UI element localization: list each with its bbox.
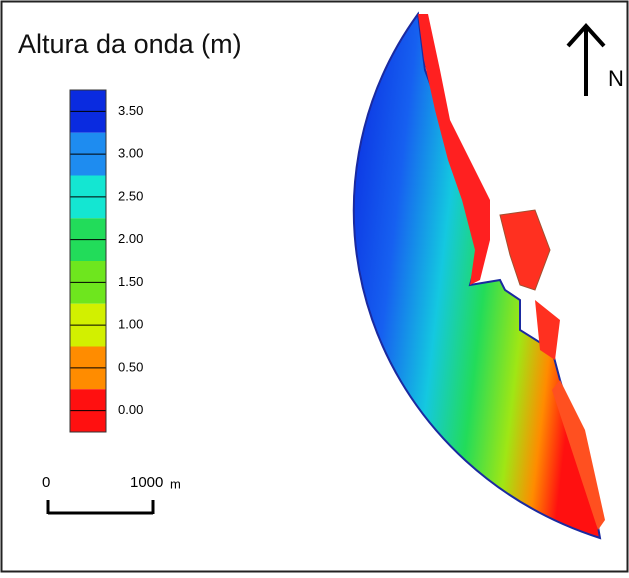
scale-unit: m [170, 476, 181, 491]
scale-start: 0 [42, 474, 50, 491]
legend-label: 0.50 [118, 359, 143, 374]
legend-label: 1.00 [118, 317, 143, 332]
scale-end: 1000 [130, 474, 163, 491]
north-label: N [608, 66, 624, 91]
legend-label: 2.00 [118, 231, 143, 246]
legend-label: 3.50 [118, 103, 143, 118]
legend-label: 3.00 [118, 146, 143, 161]
legend-label: 0.00 [118, 402, 143, 417]
map-figure: Altura da onda (m) N 3.50 3.00 2.50 2.00 1.5… [0, 0, 629, 573]
legend-label: 2.50 [118, 188, 143, 203]
legend-label: 1.50 [118, 274, 143, 289]
map-title: Altura da onda (m) [18, 29, 242, 59]
